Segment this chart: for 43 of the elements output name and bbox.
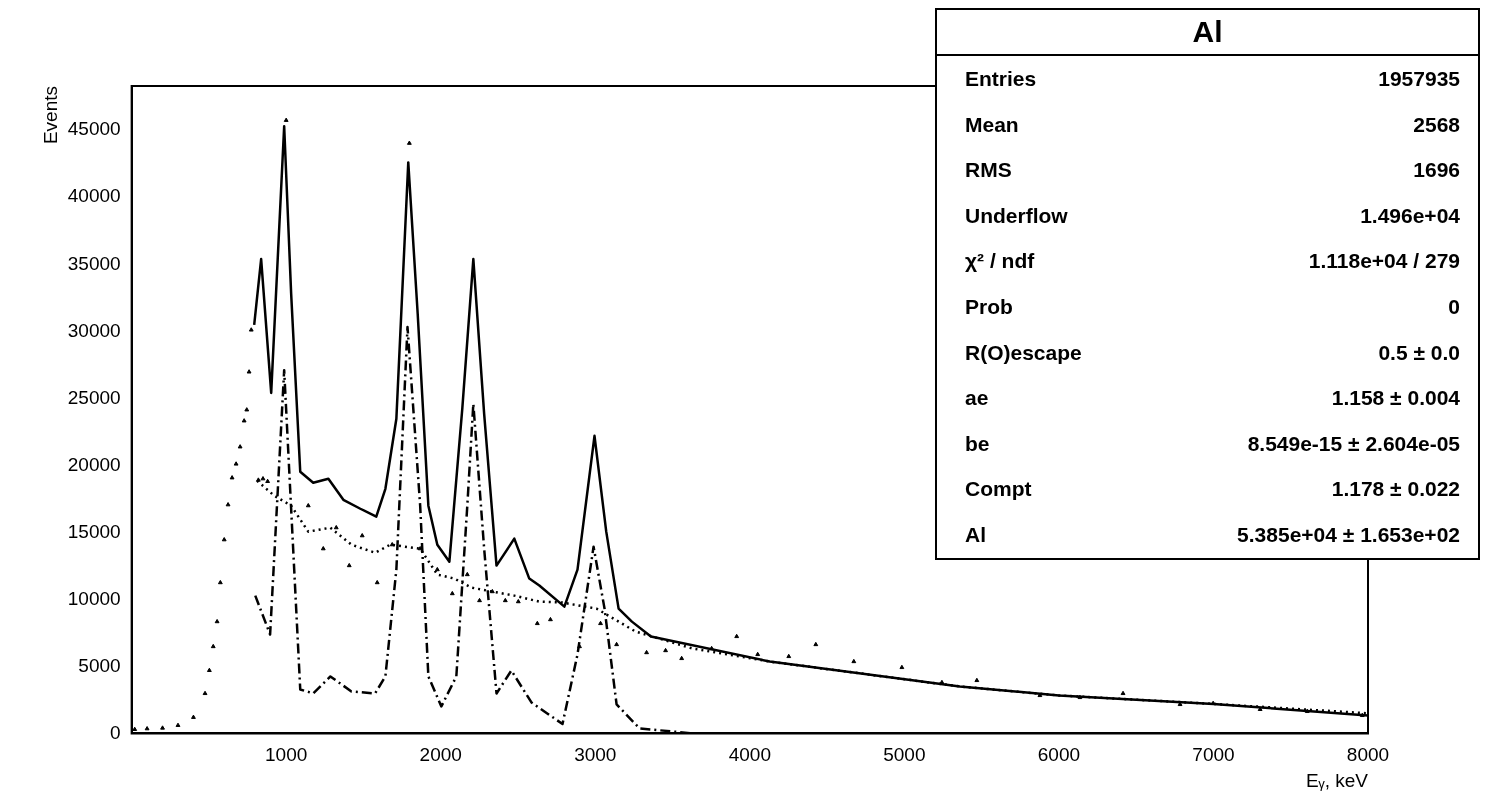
text: 2568 xyxy=(1413,111,1460,138)
annotation: be xyxy=(965,430,990,457)
chart-title: Al xyxy=(937,10,1478,56)
x-tick-label: 5000 xyxy=(883,744,926,766)
y-tick-label: 15000 xyxy=(67,520,121,542)
y-axis-title: Events xyxy=(39,86,61,145)
annotation: 1.158 ± 0.004 xyxy=(1331,385,1460,412)
annotation: 1.118e+04 / 279 xyxy=(1308,248,1460,275)
annotation: 1.178 ± 0.022 xyxy=(1331,476,1460,503)
y-tick-label: 25000 xyxy=(67,386,121,408)
x-tick-label: 6000 xyxy=(1037,744,1081,766)
x-tick-label: 7000 xyxy=(1192,744,1235,766)
text: 1957935 xyxy=(1378,66,1460,92)
y-tick-label: 40000 xyxy=(67,185,121,207)
annotation: χ² / ndf xyxy=(965,248,1035,275)
annotation: Underflow xyxy=(965,202,1068,229)
y-tick-label: 20000 xyxy=(67,453,121,475)
y-tick-label: 45000 xyxy=(67,118,121,140)
y-tick-label: 30000 xyxy=(67,319,121,341)
annotation: 8.549e-15 ± 2.604e-05 xyxy=(1247,430,1460,457)
annotation: Mean xyxy=(965,111,1019,138)
y-tick-label: 10000 xyxy=(67,587,121,609)
annotation: Compt xyxy=(965,476,1032,503)
text: 1696 xyxy=(1413,157,1460,184)
x-tick-label: 1000 xyxy=(265,744,308,766)
x-tick-label: 2000 xyxy=(419,744,462,766)
y-tick-label: 35000 xyxy=(67,252,121,274)
annotation: R(O)escape xyxy=(965,339,1082,366)
text: 0.5 ± 0.0 xyxy=(1378,339,1460,366)
x-axis-title: Eᵧ, keV xyxy=(1305,769,1369,791)
text: 0 xyxy=(1448,293,1460,320)
y-tick-label: 5000 xyxy=(78,654,121,676)
annotation: Al xyxy=(965,521,986,548)
x-tick-label: 3000 xyxy=(574,744,617,766)
x-tick-label: 8000 xyxy=(1346,744,1390,766)
x-tick-label: 4000 xyxy=(728,744,771,766)
annotation: 5.385e+04 ± 1.653e+02 xyxy=(1237,521,1460,548)
annotation: ae xyxy=(965,385,989,412)
annotation: 1.496e+04 xyxy=(1360,202,1460,229)
annotation: RMS xyxy=(965,157,1012,184)
annotation: Entries xyxy=(965,66,1037,92)
annotation: Prob xyxy=(965,293,1013,320)
y-tick-label: 0 xyxy=(110,721,121,743)
